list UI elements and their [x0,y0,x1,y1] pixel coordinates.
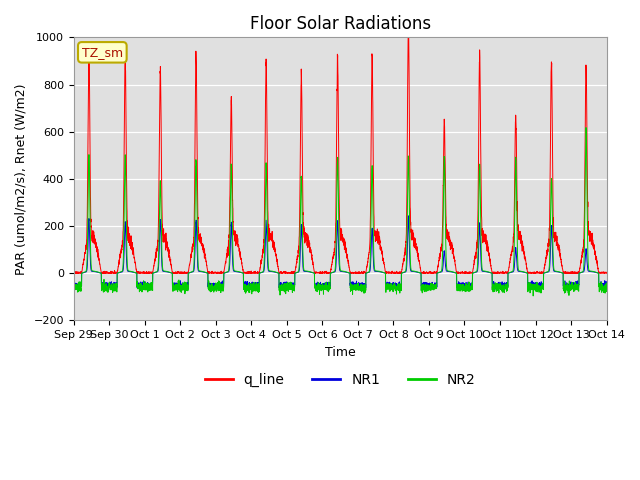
NR2 [320,285,328,290]
q_line [320,269,328,275]
Line: q_line: q_line [74,19,607,273]
NR2 [603,288,611,294]
q_line [325,270,333,276]
NR2 [582,125,590,131]
NR1 [404,213,412,219]
q_line [603,270,611,276]
NR1 [460,281,467,287]
X-axis label: Time: Time [324,346,356,359]
q_line [460,270,467,276]
NR1 [430,282,438,288]
NR1 [603,284,611,289]
NR1 [138,287,145,292]
Line: NR2: NR2 [74,128,607,296]
NR2 [166,269,173,275]
q_line [602,270,610,276]
q_line [404,16,412,22]
NR1 [602,278,610,284]
q_line [430,270,438,276]
NR2 [602,287,610,293]
Line: NR1: NR1 [74,216,607,289]
NR2 [70,281,77,287]
Title: Floor Solar Radiations: Floor Solar Radiations [250,15,431,33]
NR2 [529,293,537,299]
NR1 [321,282,328,288]
Legend: q_line, NR1, NR2: q_line, NR1, NR2 [199,368,481,393]
q_line [490,270,498,276]
NR1 [166,270,173,276]
NR2 [460,288,467,293]
NR1 [490,282,498,288]
Y-axis label: PAR (umol/m2/s), Rnet (W/m2): PAR (umol/m2/s), Rnet (W/m2) [15,83,28,275]
NR1 [70,281,77,287]
q_line [70,270,77,276]
Text: TZ_sm: TZ_sm [82,46,123,59]
NR2 [490,286,497,291]
q_line [166,252,173,258]
NR2 [430,287,438,293]
